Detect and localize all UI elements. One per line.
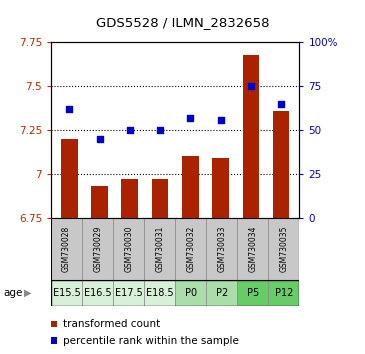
Text: GSM730033: GSM730033 — [217, 225, 226, 272]
Bar — [144, 280, 175, 306]
Bar — [175, 280, 206, 306]
Text: GSM730034: GSM730034 — [248, 225, 257, 272]
Bar — [82, 218, 113, 280]
Bar — [268, 218, 299, 280]
Bar — [61, 139, 78, 218]
Bar — [51, 218, 82, 280]
Bar — [175, 218, 206, 280]
Bar — [152, 179, 168, 218]
Text: GSM730028: GSM730028 — [62, 225, 71, 272]
Point — [218, 117, 223, 122]
Text: E17.5: E17.5 — [115, 288, 143, 298]
Text: P2: P2 — [216, 288, 228, 298]
Text: E15.5: E15.5 — [53, 288, 81, 298]
Text: age: age — [4, 288, 23, 298]
Point — [278, 101, 284, 107]
Bar — [144, 218, 175, 280]
Text: P12: P12 — [274, 288, 293, 298]
Text: GSM730029: GSM730029 — [93, 225, 102, 272]
Bar — [51, 280, 82, 306]
Text: P5: P5 — [247, 288, 259, 298]
Point — [97, 136, 103, 142]
Point — [187, 115, 193, 121]
Bar — [212, 158, 229, 218]
Text: GSM730032: GSM730032 — [186, 225, 195, 272]
Bar — [206, 280, 237, 306]
Text: E16.5: E16.5 — [84, 288, 111, 298]
Bar — [91, 186, 108, 218]
Point — [66, 106, 72, 112]
Bar — [206, 218, 237, 280]
Bar — [113, 218, 144, 280]
Bar — [273, 111, 289, 218]
Point — [157, 127, 163, 133]
Bar — [237, 280, 268, 306]
Bar — [113, 280, 144, 306]
Point — [248, 84, 254, 89]
Text: GSM730031: GSM730031 — [155, 225, 164, 272]
Text: E18.5: E18.5 — [146, 288, 173, 298]
Bar — [122, 179, 138, 218]
Text: GSM730030: GSM730030 — [124, 225, 133, 272]
Text: GDS5528 / ILMN_2832658: GDS5528 / ILMN_2832658 — [96, 16, 269, 29]
Bar — [237, 218, 268, 280]
Bar — [268, 280, 299, 306]
Text: GSM730035: GSM730035 — [279, 225, 288, 272]
Bar — [82, 280, 113, 306]
Point — [127, 127, 133, 133]
Text: ▶: ▶ — [24, 288, 31, 298]
Text: P0: P0 — [185, 288, 197, 298]
Text: percentile rank within the sample: percentile rank within the sample — [63, 336, 239, 346]
Text: transformed count: transformed count — [63, 319, 160, 329]
Bar — [243, 55, 259, 218]
Bar — [182, 156, 199, 218]
